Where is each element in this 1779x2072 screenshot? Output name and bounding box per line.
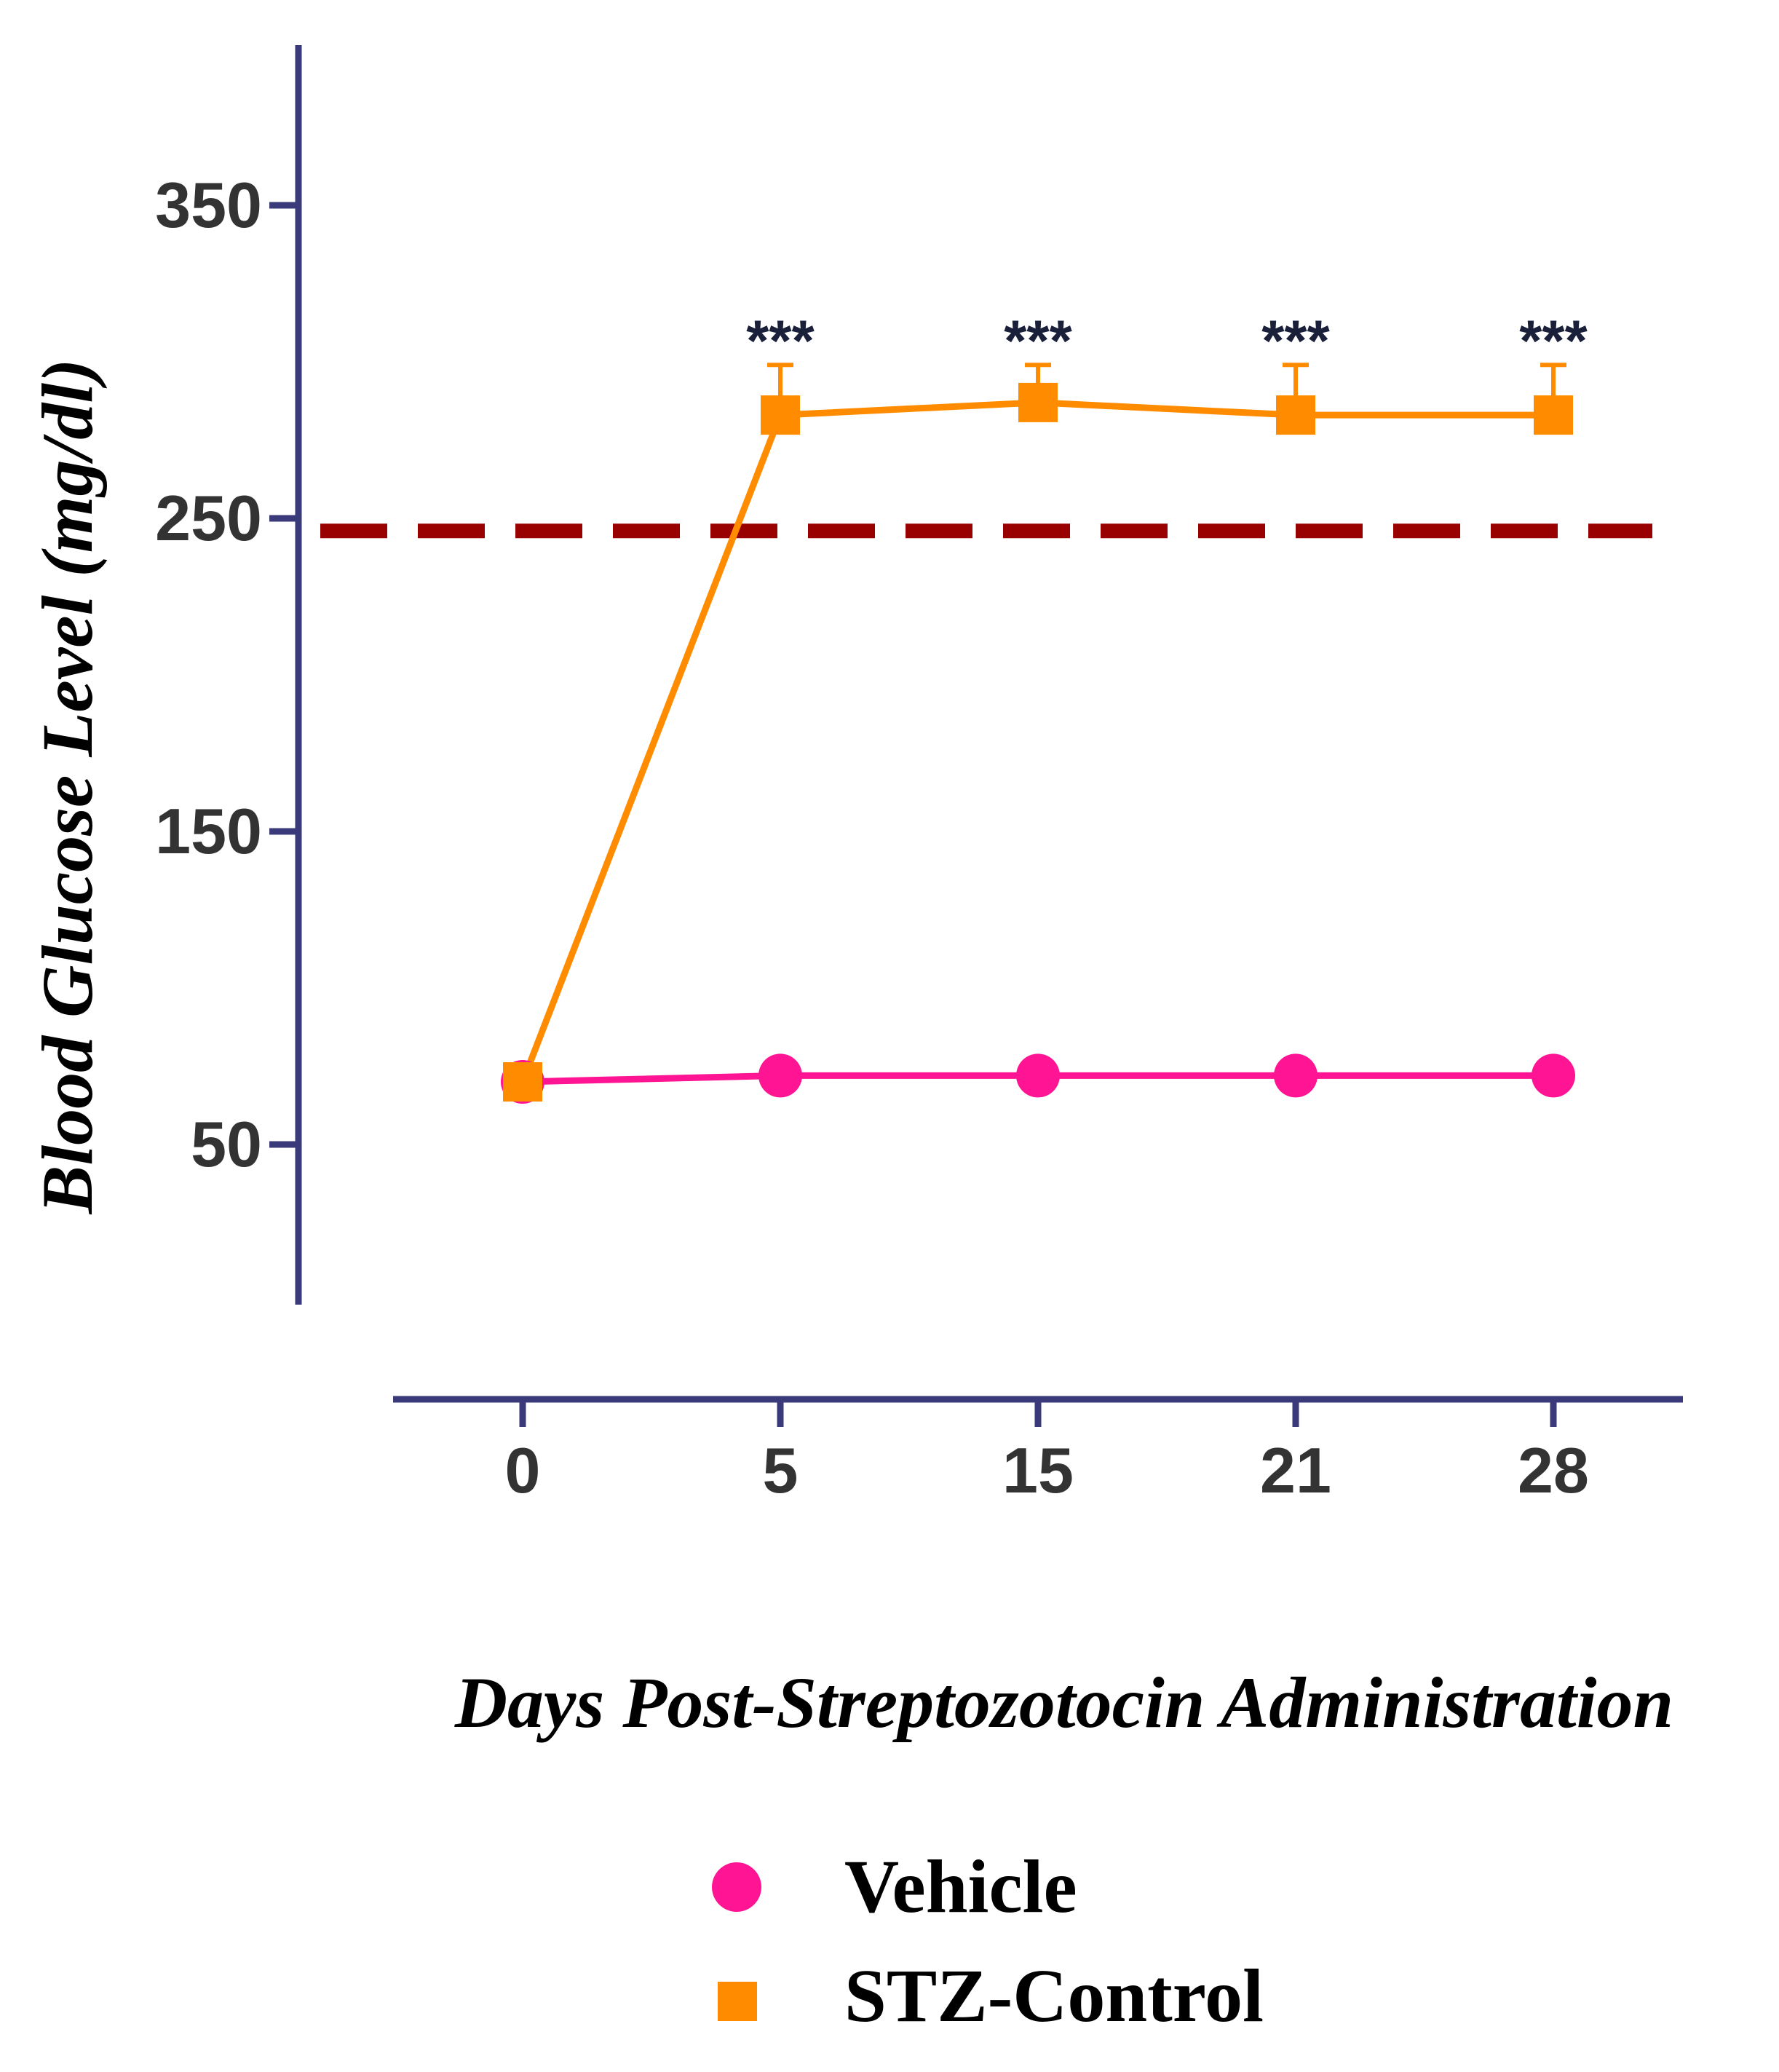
data-point-vehicle bbox=[1274, 1053, 1318, 1098]
x-tick-label: 0 bbox=[505, 1434, 541, 1506]
y-tick-label: 50 bbox=[191, 1108, 262, 1180]
x-axis-title: Days Post-Streptozotocin Administration bbox=[454, 1662, 1673, 1743]
data-point-vehicle bbox=[1016, 1053, 1060, 1098]
data-point-stz-control bbox=[1018, 382, 1058, 422]
series-vehicle bbox=[501, 1053, 1575, 1104]
data-point-vehicle bbox=[758, 1053, 802, 1098]
series-stz-control bbox=[519, 363, 1566, 1083]
data-point-stz-control bbox=[761, 395, 800, 435]
legend-label-vehicle: Vehicle bbox=[844, 1845, 1077, 1929]
y-tick-label: 250 bbox=[155, 482, 262, 554]
y-tick-label: 350 bbox=[155, 169, 262, 241]
data-point-stz-control bbox=[1276, 395, 1315, 435]
y-axis-title: Blood Glucose Level (mg/dl) bbox=[27, 359, 108, 1215]
legend-marker-stz-control bbox=[718, 1982, 757, 2021]
x-tick-label: 21 bbox=[1260, 1434, 1331, 1506]
legend-label-stz-control: STZ-Control bbox=[844, 1954, 1264, 2038]
annotations-layer: *** *** *** *** bbox=[746, 308, 1588, 373]
significance-label: *** bbox=[1004, 308, 1072, 373]
legend: Vehicle STZ-Control bbox=[712, 1845, 1264, 2038]
significance-label: *** bbox=[1261, 308, 1330, 373]
series-line bbox=[519, 399, 1553, 1083]
legend-marker-vehicle bbox=[712, 1862, 761, 1912]
axes: 50 150 250 350 0 5 15 21 28 bbox=[155, 45, 1683, 1506]
data-point-stz-control bbox=[1534, 395, 1573, 435]
data-point-stz-control bbox=[503, 1062, 542, 1102]
series-layer bbox=[501, 363, 1575, 1104]
y-tick-label: 150 bbox=[155, 795, 262, 867]
x-tick-label: 28 bbox=[1518, 1434, 1589, 1506]
x-tick-label: 5 bbox=[763, 1434, 799, 1506]
data-point-vehicle bbox=[1532, 1053, 1575, 1098]
significance-label: *** bbox=[746, 308, 815, 373]
x-tick-label: 15 bbox=[1002, 1434, 1074, 1506]
significance-label: *** bbox=[1519, 308, 1588, 373]
